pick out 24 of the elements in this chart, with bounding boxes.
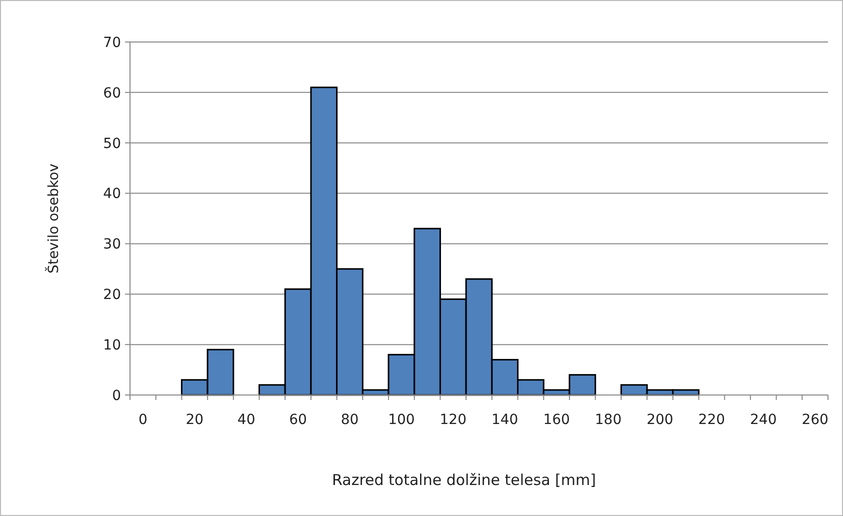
x-tick-label: 140 — [491, 412, 518, 428]
x-tick-label: 260 — [802, 412, 828, 428]
y-axis-title: Število osebkov — [45, 164, 62, 274]
x-tick-label: 180 — [594, 412, 622, 428]
y-tick-label: 20 — [103, 287, 121, 304]
y-tick-label: 40 — [103, 186, 121, 202]
y-tick-label: 70 — [103, 34, 121, 51]
x-tick-label: 0 — [138, 412, 148, 428]
y-tick-label: 60 — [103, 85, 121, 102]
y-tick-label: 50 — [103, 136, 121, 152]
x-tick-label: 240 — [750, 412, 777, 428]
y-tick-label: 10 — [103, 337, 121, 354]
y-tick-label: 30 — [103, 236, 121, 253]
y-tick-label: 0 — [112, 388, 121, 404]
x-tick-label: 20 — [186, 412, 204, 428]
x-tick-label: 120 — [440, 412, 467, 428]
x-tick-label: 200 — [646, 412, 674, 428]
x-tick-label: 220 — [698, 412, 726, 428]
x-tick-label: 160 — [543, 412, 570, 428]
x-tick-label: 80 — [340, 412, 359, 428]
x-tick-label: 40 — [237, 412, 256, 428]
x-axis-title: Razred totalne dolžine telesa [mm] — [332, 471, 596, 489]
x-tick-label: 60 — [289, 412, 307, 428]
x-tick-label: 100 — [388, 412, 415, 428]
